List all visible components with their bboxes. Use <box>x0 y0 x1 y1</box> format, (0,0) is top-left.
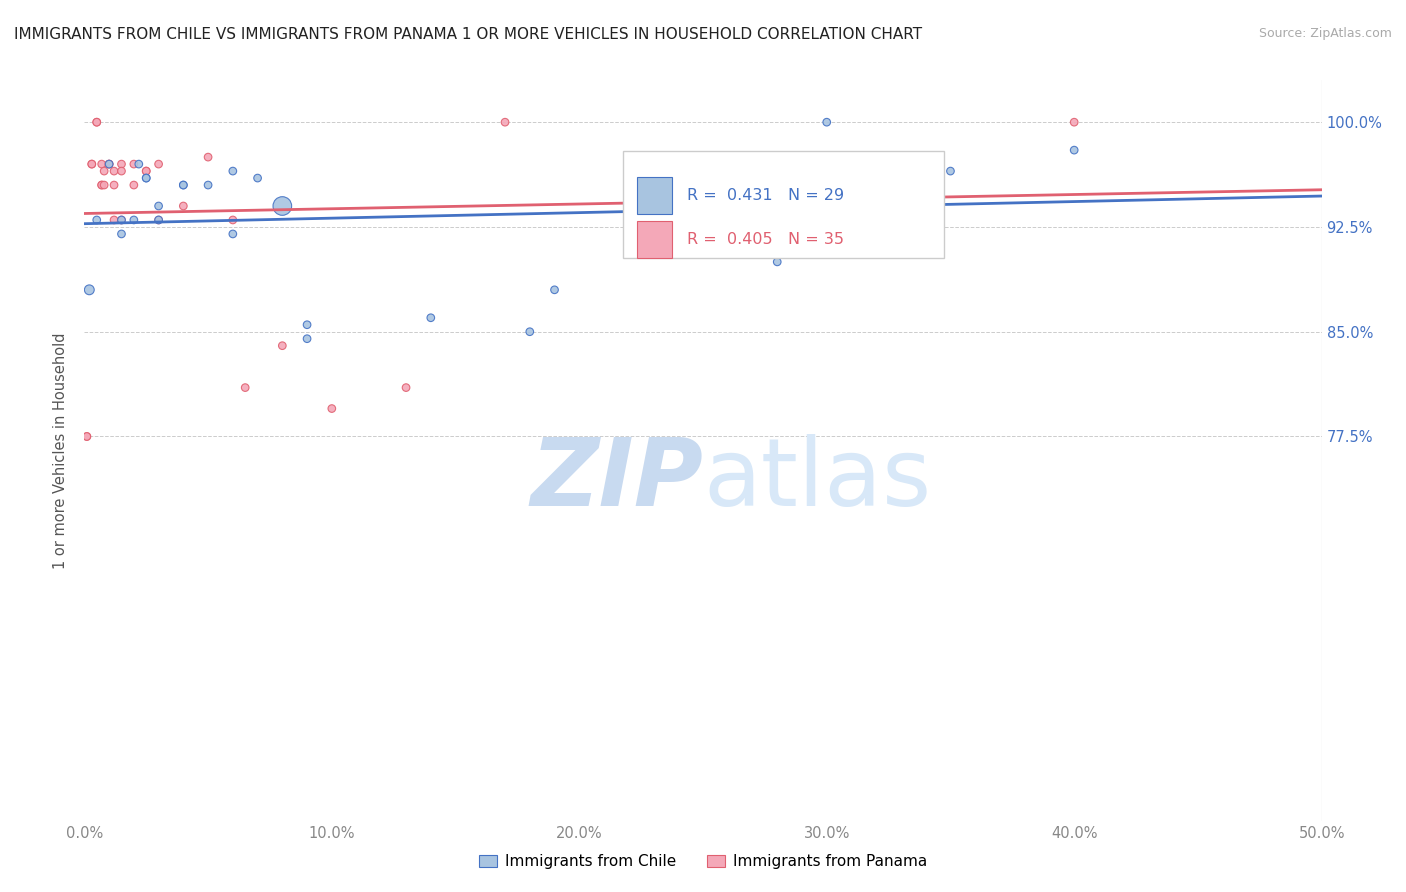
Point <box>1063 143 1085 157</box>
Point <box>271 339 294 353</box>
Point <box>80 157 103 171</box>
Point <box>295 332 318 346</box>
Text: R =  0.431   N = 29: R = 0.431 N = 29 <box>688 187 844 202</box>
Point <box>86 213 108 227</box>
Text: R =  0.405   N = 35: R = 0.405 N = 35 <box>688 232 844 247</box>
Point <box>617 192 640 206</box>
Point <box>90 178 112 192</box>
Point <box>98 157 121 171</box>
Point <box>692 164 714 178</box>
Point <box>93 164 115 178</box>
Point <box>494 115 516 129</box>
Point <box>148 157 170 171</box>
Point <box>172 178 194 192</box>
Point <box>122 213 145 227</box>
Point <box>110 157 132 171</box>
Point <box>135 171 157 186</box>
Point <box>90 157 112 171</box>
Point <box>86 115 108 129</box>
Point <box>76 429 98 443</box>
Point <box>815 115 838 129</box>
Point <box>246 171 269 186</box>
Point <box>98 157 121 171</box>
Point <box>80 157 103 171</box>
Point <box>98 157 121 171</box>
FancyBboxPatch shape <box>637 221 672 258</box>
Point <box>197 178 219 192</box>
Text: atlas: atlas <box>703 434 931 526</box>
Point <box>90 178 112 192</box>
Point <box>148 199 170 213</box>
Point <box>172 178 194 192</box>
Point <box>148 213 170 227</box>
Legend: Immigrants from Chile, Immigrants from Panama: Immigrants from Chile, Immigrants from P… <box>472 848 934 875</box>
Point <box>135 164 157 178</box>
Point <box>543 283 565 297</box>
Point <box>519 325 541 339</box>
Point <box>110 164 132 178</box>
Point <box>815 157 838 171</box>
Point <box>76 429 98 443</box>
Text: Source: ZipAtlas.com: Source: ZipAtlas.com <box>1258 27 1392 40</box>
Point <box>122 178 145 192</box>
Point <box>86 115 108 129</box>
Point <box>419 310 441 325</box>
Point <box>103 213 125 227</box>
Point <box>395 381 418 395</box>
Text: IMMIGRANTS FROM CHILE VS IMMIGRANTS FROM PANAMA 1 OR MORE VEHICLES IN HOUSEHOLD : IMMIGRANTS FROM CHILE VS IMMIGRANTS FROM… <box>14 27 922 42</box>
Point <box>222 227 245 241</box>
Point <box>122 157 145 171</box>
Point <box>222 213 245 227</box>
Point <box>295 318 318 332</box>
Point <box>79 283 101 297</box>
Point <box>939 164 962 178</box>
Point <box>271 199 294 213</box>
FancyBboxPatch shape <box>623 151 945 258</box>
Point <box>1063 115 1085 129</box>
Point <box>148 213 170 227</box>
Point <box>766 255 789 269</box>
Point <box>93 178 115 192</box>
Point <box>110 227 132 241</box>
Point <box>233 381 256 395</box>
Y-axis label: 1 or more Vehicles in Household: 1 or more Vehicles in Household <box>53 332 69 569</box>
Point <box>172 199 194 213</box>
Point <box>103 178 125 192</box>
Point <box>135 164 157 178</box>
Point <box>110 213 132 227</box>
Point <box>128 157 150 171</box>
Point <box>197 150 219 164</box>
Text: ZIP: ZIP <box>530 434 703 526</box>
Point <box>222 164 245 178</box>
Point <box>321 401 343 416</box>
Point <box>110 213 132 227</box>
Point <box>103 164 125 178</box>
Point <box>135 171 157 186</box>
FancyBboxPatch shape <box>637 177 672 213</box>
